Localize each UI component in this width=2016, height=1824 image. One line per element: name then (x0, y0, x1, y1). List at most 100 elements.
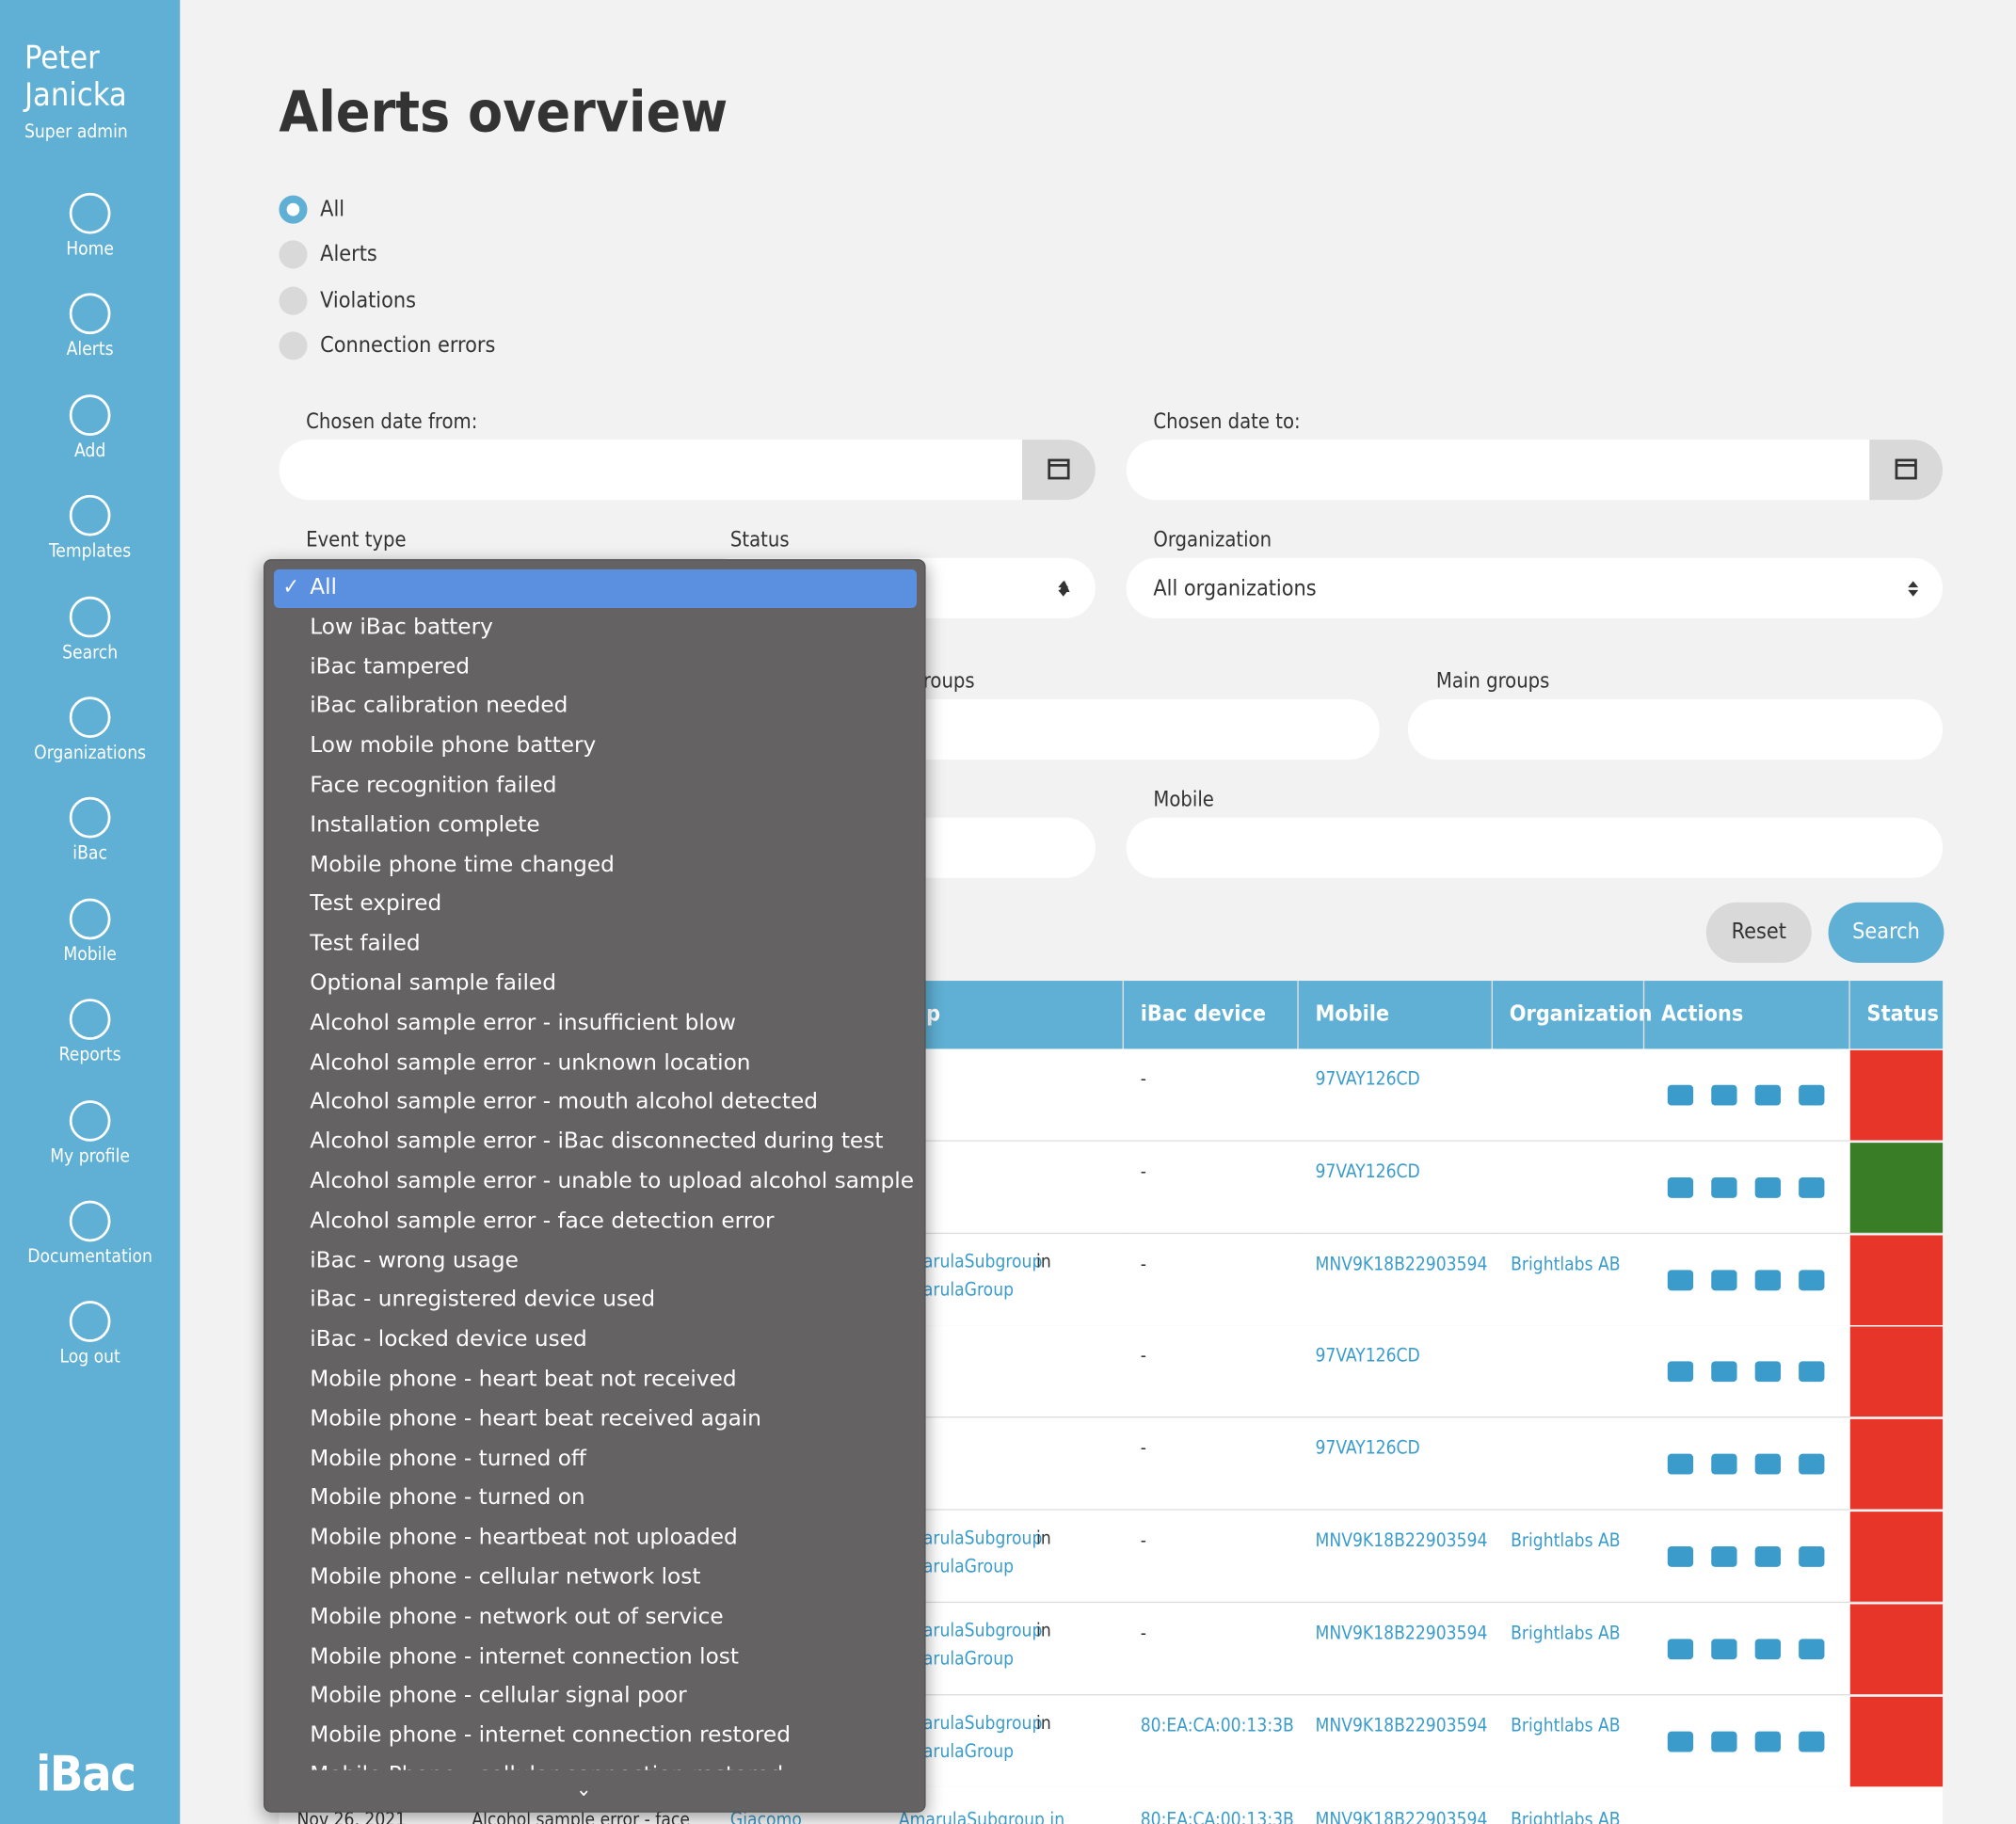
mobile-link[interactable]: 97VAY126CD (1315, 1069, 1420, 1091)
dropdown-option[interactable]: Mobile phone - heartbeat not uploaded (310, 1525, 738, 1551)
email-action[interactable] (1711, 1176, 1737, 1198)
dropdown-option[interactable]: Mobile phone - heart beat not received (310, 1366, 737, 1393)
edit-action[interactable] (1799, 1361, 1825, 1383)
nav-item[interactable]: iBac (0, 797, 180, 864)
main-groups-input[interactable] (1407, 698, 1944, 760)
edit-action[interactable] (1799, 1639, 1825, 1659)
dropdown-option[interactable]: Alcohol sample error - unknown location (310, 1049, 751, 1076)
dropdown-option[interactable]: Mobile phone - turned off (310, 1445, 586, 1472)
nav-item[interactable]: Templates (0, 495, 180, 562)
mobile-input[interactable] (1126, 817, 1944, 878)
dropdown-option[interactable]: Optional sample failed (310, 970, 556, 997)
forward-action[interactable] (1667, 1176, 1694, 1198)
nav-item[interactable]: Add (0, 394, 180, 461)
nav-item[interactable]: My profile (0, 1099, 180, 1167)
nav-item[interactable]: Alerts (0, 293, 180, 360)
email-action[interactable] (1711, 1084, 1737, 1106)
forward-action[interactable] (1667, 1269, 1694, 1290)
nav-item[interactable]: Home (0, 192, 180, 260)
email-action[interactable] (1711, 1453, 1737, 1475)
organization-link[interactable]: Brightlabs AB (1511, 1530, 1621, 1552)
dropdown-option[interactable]: iBac - wrong usage (310, 1247, 519, 1273)
dropdown-option[interactable]: Alcohol sample error - face detection er… (310, 1208, 775, 1234)
dropdown-option[interactable]: Face recognition failed (310, 772, 557, 799)
organization-select[interactable]: All organizations (1126, 557, 1944, 618)
dropdown-option[interactable]: iBac - unregistered device used (310, 1287, 656, 1313)
subgroup-link[interactable]: arulaSubgroup (922, 1251, 1043, 1272)
dropdown-option[interactable]: Test expired (310, 890, 442, 918)
email-action[interactable] (1711, 1731, 1737, 1752)
mobile-link[interactable]: 97VAY126CD (1315, 1438, 1420, 1460)
dropdown-option[interactable]: Alcohol sample error - iBac disconnected… (310, 1128, 884, 1155)
group-link[interactable]: arulaGroup (922, 1741, 1015, 1762)
organization-link[interactable]: Brightlabs AB (1511, 1715, 1621, 1736)
mobile-link[interactable]: MNV9K18B22903594 (1315, 1530, 1488, 1552)
dropdown-option[interactable]: Mobile phone time changed (310, 851, 615, 878)
dropdown-option[interactable]: Mobile phone - turned on (310, 1484, 585, 1512)
mobile-link[interactable]: MNV9K18B22903594 (1315, 1715, 1488, 1736)
nav-item[interactable]: Organizations (0, 696, 180, 763)
dropdown-option[interactable]: Installation complete (310, 811, 540, 839)
dropdown-option[interactable]: Test failed (310, 931, 421, 957)
comment-action[interactable] (1754, 1084, 1782, 1106)
nav-item[interactable]: Documentation (0, 1200, 180, 1268)
dropdown-option[interactable]: Low iBac battery (310, 614, 493, 640)
group-link[interactable]: arulaGroup (922, 1556, 1015, 1577)
date-to-input[interactable] (1126, 440, 1944, 501)
comment-action[interactable] (1754, 1453, 1782, 1475)
radio[interactable] (279, 331, 308, 360)
dropdown-option[interactable]: Mobile phone - cellular signal poor (310, 1683, 687, 1709)
subgroup-link[interactable]: arulaSubgroup (922, 1620, 1043, 1641)
edit-action[interactable] (1799, 1453, 1825, 1475)
mobile-link[interactable]: 97VAY126CD (1315, 1161, 1420, 1183)
nav-item[interactable]: Log out (0, 1301, 180, 1368)
nav-item[interactable]: Search (0, 596, 180, 663)
subgroup-link[interactable]: arulaSubgroup (922, 1528, 1043, 1549)
dropdown-option[interactable]: Mobile phone - heart beat received again (310, 1405, 761, 1432)
radio[interactable] (279, 286, 308, 315)
edit-action[interactable] (1799, 1269, 1825, 1290)
edit-action[interactable] (1799, 1176, 1825, 1198)
dropdown-option[interactable]: Alcohol sample error - mouth alcohol det… (310, 1089, 818, 1115)
dropdown-option[interactable]: iBac calibration needed (310, 693, 568, 719)
nav-item[interactable]: Mobile (0, 898, 180, 965)
radio[interactable] (279, 240, 308, 269)
subgroup-link[interactable]: arulaSubgroup (922, 1712, 1043, 1734)
comment-action[interactable] (1754, 1176, 1782, 1198)
organization-link[interactable]: Brightlabs AB (1511, 1623, 1621, 1644)
radio[interactable] (279, 195, 308, 224)
forward-action[interactable] (1667, 1731, 1694, 1752)
dropdown-option[interactable]: Mobile Phone - cellular connection resto… (310, 1762, 784, 1788)
comment-action[interactable] (1754, 1269, 1782, 1290)
dropdown-option[interactable]: iBac - locked device used (310, 1326, 587, 1353)
reset-button[interactable]: Reset (1705, 902, 1812, 963)
email-action[interactable] (1711, 1639, 1737, 1659)
forward-action[interactable] (1667, 1453, 1694, 1475)
search-button[interactable]: Search (1828, 902, 1944, 963)
dropdown-option[interactable]: Alcohol sample error - unable to upload … (310, 1168, 915, 1194)
forward-action[interactable] (1667, 1545, 1694, 1567)
group-link[interactable]: arulaGroup (922, 1279, 1015, 1301)
comment-action[interactable] (1754, 1361, 1782, 1383)
forward-action[interactable] (1667, 1639, 1694, 1659)
edit-action[interactable] (1799, 1731, 1825, 1752)
dropdown-option[interactable]: Mobile phone - network out of service (310, 1604, 724, 1630)
edit-action[interactable] (1799, 1084, 1825, 1106)
mobile-link[interactable]: 97VAY126CD (1315, 1346, 1420, 1368)
dropdown-option[interactable]: Mobile phone - cellular network lost (310, 1564, 701, 1591)
comment-action[interactable] (1754, 1639, 1782, 1659)
calendar-button[interactable] (1869, 440, 1944, 501)
organization-link[interactable]: Brightlabs AB (1511, 1254, 1621, 1275)
calendar-button[interactable] (1022, 440, 1096, 501)
dropdown-option[interactable]: All (310, 574, 338, 600)
event-type-dropdown[interactable]: ⌄ ✓ All Low iBac battery iBac tampered iBac … (264, 559, 926, 1813)
dropdown-option[interactable]: Mobile phone - internet connection lost (310, 1643, 740, 1670)
email-action[interactable] (1711, 1269, 1737, 1290)
dropdown-option[interactable]: Low mobile phone battery (310, 732, 597, 760)
forward-action[interactable] (1667, 1084, 1694, 1106)
comment-action[interactable] (1754, 1731, 1782, 1752)
mobile-link[interactable]: MNV9K18B22903594 (1315, 1623, 1488, 1644)
dropdown-option[interactable]: iBac tampered (310, 653, 471, 680)
nav-item[interactable]: Reports (0, 999, 180, 1065)
comment-action[interactable] (1754, 1545, 1782, 1567)
